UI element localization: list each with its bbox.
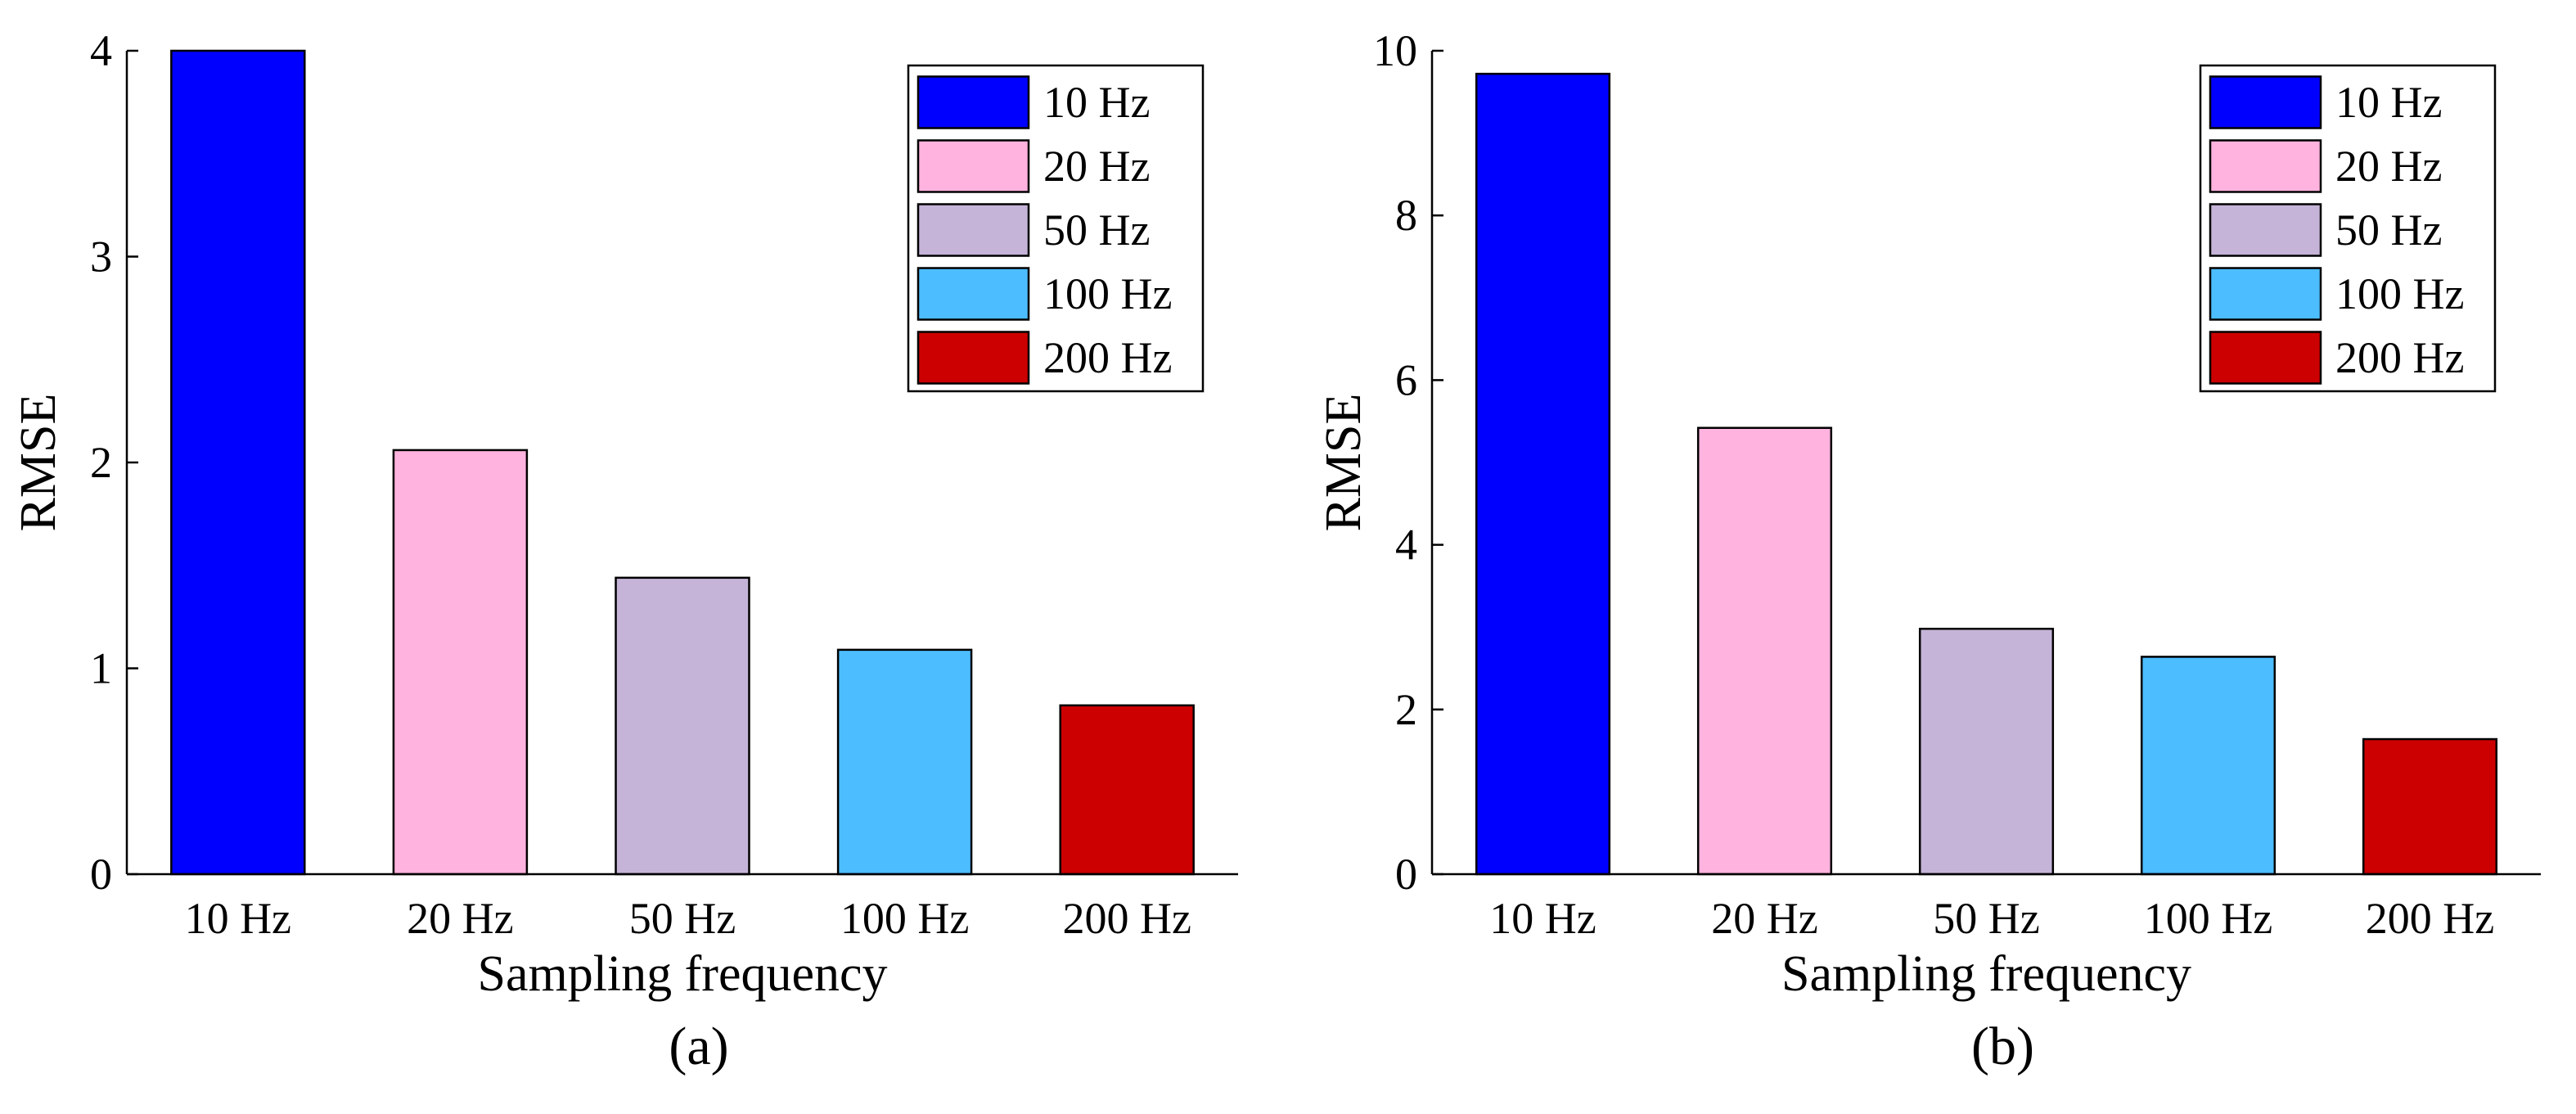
panel-a-legend-label: 200 Hz <box>1043 333 1172 382</box>
panel-b-bar-4 <box>2140 656 2277 876</box>
panel-b-bar-5 <box>2362 737 2498 876</box>
panel-b-bar-3 <box>1918 627 2055 876</box>
panel-b-legend-swatch <box>2209 75 2322 129</box>
panel-a-bar-3 <box>615 576 750 876</box>
panel-a-legend-swatch <box>916 139 1030 193</box>
panel-a-x-tick-label: 100 Hz <box>840 894 969 943</box>
panel-b-y-tick-label: 0 <box>1395 850 1417 899</box>
panel-a-y-tick-label: 1 <box>90 644 112 693</box>
panel-b-legend-swatch <box>2209 331 2322 385</box>
panel-b-y-tick-label: 8 <box>1395 191 1417 240</box>
panel-a-legend-label: 100 Hz <box>1043 269 1172 318</box>
panel-b-x-tick-label: 200 Hz <box>2366 894 2494 943</box>
panel-b-legend-label: 10 Hz <box>2335 78 2442 127</box>
panel-a-legend-label: 20 Hz <box>1043 142 1150 191</box>
panel-b-y-tick-label: 4 <box>1395 521 1417 570</box>
panel-a-x-axis-title: Sampling frequency <box>477 946 887 1002</box>
panel-a-legend-swatch <box>916 203 1030 257</box>
panel-b-x-tick-label: 50 Hz <box>1933 894 2039 943</box>
panel-a-x-tick-label: 200 Hz <box>1062 894 1191 943</box>
panel-b-x-tick-label: 10 Hz <box>1489 894 1596 943</box>
panel-a-x-tick-label: 50 Hz <box>629 894 736 943</box>
panel-a-caption: (a) <box>669 1017 728 1076</box>
panel-b-bar-1 <box>1475 72 1611 876</box>
panel-b-y-tick-label: 2 <box>1395 685 1417 734</box>
panel-a-legend-swatch <box>916 267 1030 321</box>
panel-a-legend-swatch <box>916 331 1030 385</box>
panel-a-legend-swatch <box>916 75 1030 129</box>
panel-a-y-tick-label: 0 <box>90 850 112 899</box>
panel-b-legend-swatch <box>2209 203 2322 257</box>
panel-a-bar-5 <box>1059 704 1195 876</box>
panel-b-chart: 0 2 4 6 8 10 10 Hz 20 Hz 50 Hz 100 Hz 200 Hz Sampli… <box>1316 26 2541 1076</box>
panel-b-legend-swatch <box>2209 267 2322 321</box>
panel-b-caption: (b) <box>1971 1017 2034 1076</box>
panel-b-y-tick-label: 6 <box>1395 355 1417 404</box>
panel-a-x-tick-label: 20 Hz <box>407 894 513 943</box>
panel-a-legend-label: 50 Hz <box>1043 205 1150 255</box>
panel-b-legend-label: 50 Hz <box>2335 205 2442 255</box>
panel-a-bar-2 <box>392 449 529 876</box>
panel-b-x-tick-label: 100 Hz <box>2144 894 2272 943</box>
panel-a-y-tick-label: 3 <box>90 232 112 282</box>
panel-b-y-tick-label: 10 <box>1373 26 1417 75</box>
panel-b-legend-label: 200 Hz <box>2335 333 2464 382</box>
panel-a-y-axis-title: RMSE <box>11 394 66 532</box>
panel-b-legend-swatch <box>2209 139 2322 193</box>
panel-b-legend-label: 100 Hz <box>2335 269 2464 318</box>
panel-a-legend-label: 10 Hz <box>1043 78 1150 127</box>
panel-a-y-tick-label: 2 <box>90 438 112 487</box>
panel-b-y-axis-title: RMSE <box>1316 394 1371 532</box>
panel-a-bar-1 <box>170 49 306 876</box>
panel-b-x-tick-label: 20 Hz <box>1711 894 1817 943</box>
panel-a-x-tick-label: 10 Hz <box>185 894 291 943</box>
panel-a-bar-4 <box>836 648 973 876</box>
panel-b-legend-label: 20 Hz <box>2335 142 2442 191</box>
panel-b-x-axis-title: Sampling frequency <box>1781 946 2191 1002</box>
panel-a-chart: 0 1 2 3 4 10 Hz 20 Hz 50 Hz 100 Hz 200 Hz Sampling… <box>11 26 1238 1076</box>
panel-b-bar-2 <box>1696 426 1833 876</box>
panel-a-y-tick-label: 4 <box>90 26 112 75</box>
